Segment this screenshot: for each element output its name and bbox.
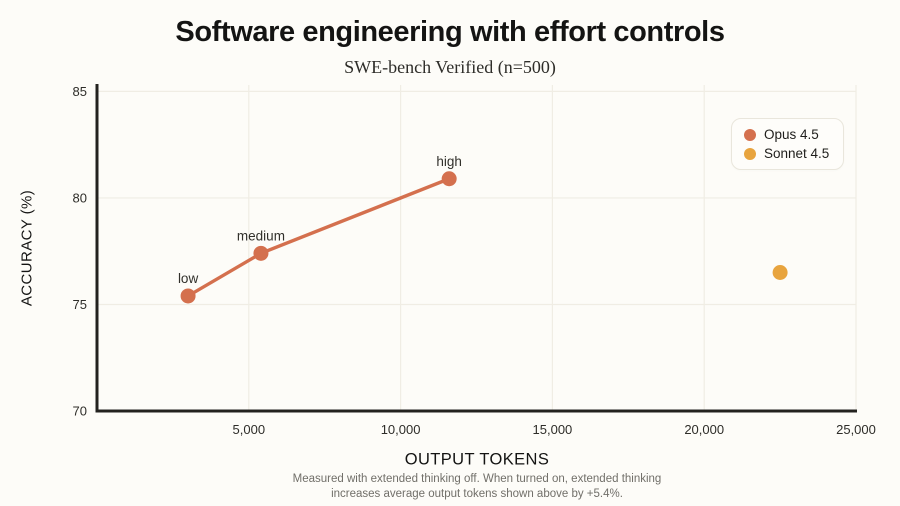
x-tick-label: 15,000 <box>533 422 573 437</box>
x-tick-label: 20,000 <box>684 422 724 437</box>
legend-box: Opus 4.5 Sonnet 4.5 <box>731 118 845 170</box>
y-tick-label: 70 <box>73 404 87 419</box>
x-axis-label: OUTPUT TOKENS <box>404 450 550 469</box>
point-label-high: high <box>436 154 462 169</box>
page-title: Software engineering with effort control… <box>175 16 725 48</box>
footnote-line-2: increases average output tokens shown ab… <box>331 488 623 500</box>
y-tick-label: 85 <box>73 84 87 99</box>
legend-dot-sonnet-icon <box>744 147 756 160</box>
series-line-opus-4-5 <box>186 177 451 298</box>
y-tick-label: 80 <box>73 190 87 205</box>
footnote-line-1: Measured with extended thinking off. Whe… <box>292 473 662 485</box>
y-tick-label: 75 <box>73 297 87 312</box>
data-point-opus-4-5-medium <box>253 245 269 261</box>
point-label-low: low <box>178 271 199 286</box>
data-point-opus-4-5-low <box>180 288 196 304</box>
x-tick-label: 10,000 <box>381 422 421 437</box>
legend-item-opus: Opus 4.5 <box>744 127 829 142</box>
data-point-sonnet-4-5 <box>772 265 788 281</box>
legend-item-sonnet: Sonnet 4.5 <box>744 146 829 161</box>
x-tick-label: 25,000 <box>836 422 876 437</box>
y-axis-label: ACCURACY (%) <box>18 189 36 307</box>
page-subtitle: SWE-bench Verified (n=500) <box>344 57 556 77</box>
x-tick-label: 5,000 <box>233 422 266 437</box>
data-point-opus-4-5-high <box>441 171 457 187</box>
legend-dot-opus-icon <box>744 128 756 141</box>
legend-label-opus: Opus 4.5 <box>764 127 819 142</box>
chart-footnote: Measured with extended thinking off. Whe… <box>293 472 662 502</box>
legend-label-sonnet: Sonnet 4.5 <box>764 146 830 161</box>
point-label-medium: medium <box>237 228 285 243</box>
